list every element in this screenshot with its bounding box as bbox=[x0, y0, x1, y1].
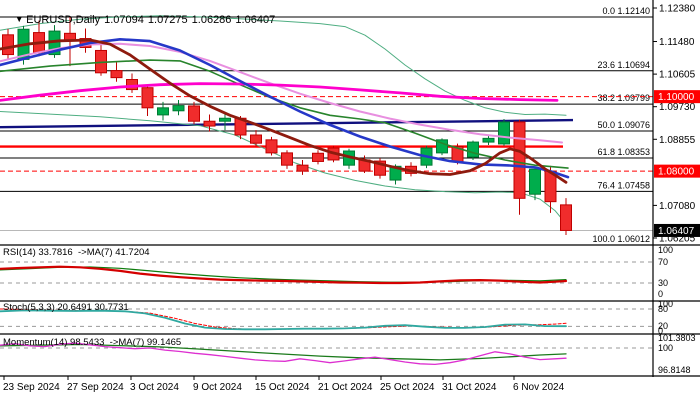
time-axis-label: 31 Oct 2024 bbox=[442, 382, 497, 393]
price-axis-label: 1.08855 bbox=[659, 135, 696, 146]
candle-body bbox=[126, 79, 138, 91]
maroon-ma-line bbox=[0, 38, 568, 184]
stochastic-indicator-label: Stoch(5,3,3) 20.6491 30.7731 bbox=[3, 302, 129, 313]
candle-body bbox=[219, 117, 231, 122]
title-low-value: 1.06286 bbox=[191, 14, 232, 26]
time-axis-label: 15 Oct 2024 bbox=[255, 382, 310, 393]
time-axis-label: 25 Oct 2024 bbox=[380, 382, 435, 393]
time-axis-label: 21 Oct 2024 bbox=[318, 382, 373, 393]
rsi-main-line bbox=[0, 265, 568, 285]
candle-body bbox=[265, 139, 278, 154]
violet-ma-line bbox=[0, 42, 563, 144]
candle-body bbox=[513, 121, 526, 199]
title-open-value: 1.07094 bbox=[104, 14, 144, 26]
price-axis-label: 1.12380 bbox=[659, 4, 696, 15]
momentum-axis-label: 101.3803 bbox=[658, 333, 696, 343]
candle-body bbox=[141, 87, 154, 109]
candle-body bbox=[2, 34, 14, 56]
green-ma-line bbox=[0, 59, 569, 169]
candle-body bbox=[281, 152, 293, 166]
price-axis-label: 1.09730 bbox=[659, 102, 696, 113]
stoch-axis-label: 80 bbox=[658, 304, 668, 314]
chart-title: ▼ EURUSD,Daily 1.07094 1.07275 1.06286 1.0640… bbox=[3, 3, 279, 37]
rsi-axis-label: 0 bbox=[658, 289, 663, 299]
rsi-axis-label: 70 bbox=[658, 257, 668, 267]
fib-label: 61.8 1.08353 bbox=[597, 147, 650, 157]
candle-body bbox=[436, 139, 448, 154]
candle-body bbox=[203, 120, 216, 127]
symbol-dropdown-icon[interactable]: ▼ bbox=[15, 15, 24, 24]
fib-label: 23.6 1.10694 bbox=[597, 60, 650, 70]
price-alert-label: 1.10000 bbox=[658, 92, 695, 103]
rsi-axis-label: 100 bbox=[658, 245, 673, 255]
candle-body bbox=[467, 141, 479, 158]
candle-body bbox=[374, 160, 386, 176]
price-alert-badge bbox=[654, 90, 700, 104]
time-axis-label: 6 Nov 2024 bbox=[513, 382, 565, 393]
stoch-main-line bbox=[0, 309, 567, 331]
fib-label: 76.4 1.07458 bbox=[597, 180, 650, 190]
candle-body bbox=[188, 105, 200, 122]
stoch-axis-label: 0 bbox=[658, 326, 663, 336]
momentum-axis-label: 100 bbox=[658, 343, 673, 353]
fib-label: 50.0 1.09076 bbox=[597, 120, 650, 130]
title-close-value: 1.06407 bbox=[235, 14, 276, 26]
price-alert-badge bbox=[654, 164, 700, 178]
candle-body bbox=[482, 137, 495, 143]
price-axis-label: 1.10605 bbox=[659, 70, 696, 81]
candle-body bbox=[529, 168, 541, 195]
price-axis-label: 1.06205 bbox=[659, 233, 696, 244]
momentum-main-line bbox=[0, 342, 567, 366]
symbol-period-label: EURUSD,Daily bbox=[26, 14, 101, 26]
time-axis-label: 27 Sep 2024 bbox=[67, 382, 124, 393]
candle-body bbox=[110, 70, 123, 79]
candle-body bbox=[296, 164, 309, 172]
fib-label: 0.0 1.12140 bbox=[602, 6, 650, 16]
rsi-axis-label: 30 bbox=[658, 278, 668, 288]
candle-body bbox=[560, 204, 572, 231]
time-axis-label: 23 Sep 2024 bbox=[3, 382, 60, 393]
fib-label: 38.2 1.09799 bbox=[597, 93, 650, 103]
price-alert-label: 1.08000 bbox=[658, 167, 695, 178]
rsi-indicator-label: RSI(14) 33.7816 ->MA(7) 41.7204 bbox=[3, 247, 150, 258]
momentum-indicator-label: Momentum(14) 98.5433 ->MA(7) 99.1465 bbox=[3, 337, 182, 348]
current-price-label: 1.06407 bbox=[658, 226, 695, 237]
time-axis-label: 3 Oct 2024 bbox=[130, 382, 179, 393]
fib-label: 100.0 1.06012 bbox=[592, 234, 650, 244]
momentum-ma-line bbox=[0, 343, 567, 361]
navy-support-line bbox=[0, 118, 574, 129]
price-axis-label: 1.11480 bbox=[659, 37, 695, 48]
magenta-ma-line bbox=[0, 82, 559, 102]
title-high-value: 1.07275 bbox=[147, 14, 188, 26]
band-lower-line bbox=[0, 111, 569, 227]
candle-body bbox=[172, 105, 185, 112]
candle-body bbox=[312, 152, 324, 162]
momentum-axis-label: 96.8148 bbox=[658, 365, 691, 375]
candle-body bbox=[498, 121, 510, 145]
candle-body bbox=[157, 107, 169, 116]
candle-body bbox=[250, 134, 262, 144]
time-axis-label: 9 Oct 2024 bbox=[193, 382, 242, 393]
stoch-axis-label: 100 bbox=[658, 299, 673, 309]
price-axis-label: 1.07080 bbox=[659, 201, 696, 212]
stoch-axis-label: 20 bbox=[658, 321, 668, 331]
band-upper-line bbox=[0, 15, 567, 116]
current-price-badge bbox=[654, 223, 700, 237]
